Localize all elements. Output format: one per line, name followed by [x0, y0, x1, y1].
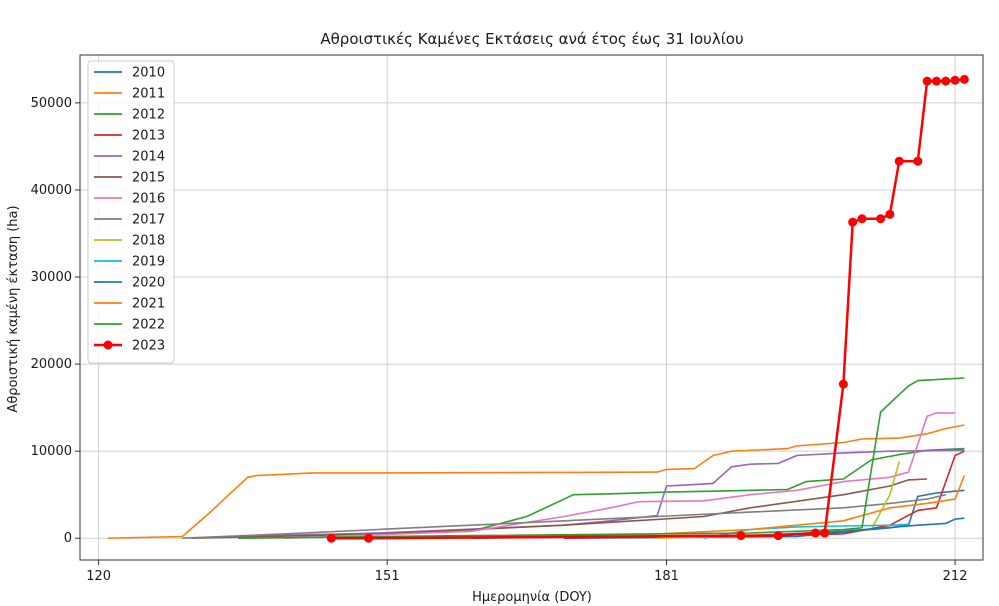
data-point-2023 — [876, 214, 886, 224]
data-point-2023 — [931, 76, 941, 86]
legend-label-2018: 2018 — [132, 234, 165, 249]
y-tick-label: 30000 — [31, 270, 72, 285]
legend-label-2017: 2017 — [132, 213, 165, 228]
x-tick-label: 212 — [943, 569, 968, 584]
data-point-2023 — [838, 379, 848, 389]
series-line-2011 — [107, 424, 965, 539]
x-tick-label: 120 — [86, 569, 111, 584]
legend-label-2021: 2021 — [132, 297, 165, 312]
y-tick-label: 0 — [64, 531, 72, 546]
data-point-2023 — [848, 217, 858, 227]
legend: 2010 2011 2012 2013 2014 2015 2016 2017 2018 2019… — [87, 60, 175, 364]
data-point-2023 — [326, 533, 336, 543]
plot-lines — [107, 74, 969, 543]
x-ticks: 120 151 181 212 — [86, 560, 967, 584]
series-line-2016 — [284, 412, 956, 539]
data-point-2023 — [857, 214, 867, 224]
legend-label-2016: 2016 — [132, 192, 165, 207]
data-point-2023 — [941, 76, 951, 86]
legend-label-2022: 2022 — [132, 318, 165, 333]
series-line-2015 — [191, 478, 928, 539]
legend-label-2015: 2015 — [132, 171, 165, 186]
chart-title: Αθροιστικές Καμένες Εκτάσεις ανά έτος έω… — [320, 30, 743, 48]
data-point-2023 — [922, 76, 932, 86]
legend-label-2012: 2012 — [132, 108, 165, 123]
data-point-2023 — [736, 531, 746, 541]
y-ticks: 0 10000 20000 30000 40000 50000 — [31, 96, 80, 546]
data-point-2023 — [810, 528, 820, 538]
data-point-2023 — [820, 528, 830, 538]
legend-label-2010: 2010 — [132, 66, 165, 81]
plot-frame — [79, 54, 984, 561]
legend-label-2011: 2011 — [132, 87, 165, 102]
x-tick-label: 151 — [375, 569, 400, 584]
series-line-2019 — [703, 523, 909, 539]
legend-label-2019: 2019 — [132, 255, 165, 270]
data-point-2023 — [959, 74, 969, 84]
legend-label-2013: 2013 — [132, 129, 165, 144]
series-line-2023 — [331, 78, 965, 540]
data-point-2023 — [364, 533, 374, 543]
data-point-2023 — [950, 75, 960, 85]
legend-box — [87, 60, 175, 364]
x-tick-label: 181 — [654, 569, 679, 584]
y-tick-label: 20000 — [31, 357, 72, 372]
series-line-2022 — [238, 377, 965, 539]
series-line-2013 — [564, 450, 965, 539]
y-tick-label: 40000 — [31, 183, 72, 198]
x-axis-label: Ημερομηνία (DOY) — [472, 590, 592, 605]
y-axis-label: Αθροιστική καμένη έκταση (ha) — [6, 205, 21, 412]
legend-marker-2023 — [103, 340, 113, 350]
y-tick-label: 50000 — [31, 96, 72, 111]
series-line-2012 — [266, 447, 965, 538]
legend-label-2023: 2023 — [132, 339, 165, 354]
data-point-2023 — [885, 209, 895, 219]
data-point-2023 — [913, 156, 923, 166]
series-line-2017 — [182, 493, 946, 539]
data-point-2023 — [894, 156, 904, 166]
data-point-2023 — [773, 531, 783, 541]
series-line-2010 — [564, 489, 965, 539]
y-tick-label: 10000 — [31, 444, 72, 459]
legend-label-2020: 2020 — [132, 276, 165, 291]
legend-label-2014: 2014 — [132, 150, 165, 165]
